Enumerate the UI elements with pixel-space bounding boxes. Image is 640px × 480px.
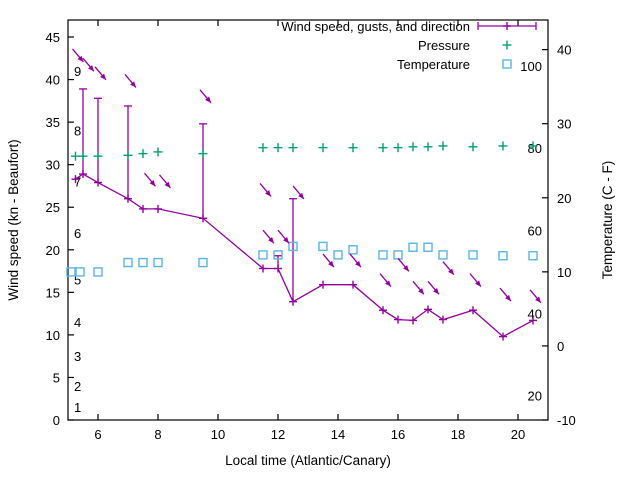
- wind-direction-arrowhead: [403, 265, 409, 272]
- temperature-point: [318, 241, 328, 252]
- temperature-point: [498, 251, 508, 261]
- beaufort-label: 1: [74, 400, 81, 415]
- y-tick-label: 35: [46, 115, 60, 130]
- fahrenheit-label: 100: [520, 59, 542, 74]
- y2-tick-label: 40: [557, 43, 571, 58]
- y-tick-label: 20: [46, 243, 60, 258]
- legend-marker-temperature: [502, 59, 512, 69]
- beaufort-label: 3: [74, 349, 81, 364]
- x-tick-label: 16: [391, 427, 405, 442]
- fahrenheit-label: 80: [528, 141, 542, 156]
- wind-direction-arrowhead: [265, 190, 271, 197]
- legend-label-1: Wind speed, gusts, and direction: [281, 19, 470, 34]
- wind-direction-arrowhead: [433, 288, 439, 295]
- beaufort-label: 8: [74, 124, 81, 139]
- wind-direction-arrowhead: [149, 179, 156, 187]
- fahrenheit-label: 40: [528, 306, 542, 321]
- temperature-point: [378, 250, 388, 260]
- wind-direction-arrowhead: [88, 65, 94, 72]
- x-tick-label: 6: [94, 427, 101, 442]
- x-tick-label: 14: [331, 427, 345, 442]
- temperature-point: [138, 257, 148, 268]
- y-tick-label: 0: [53, 413, 60, 428]
- wind-direction-arrowhead: [535, 296, 541, 303]
- beaufort-label: 5: [74, 273, 81, 288]
- y-tick-label: 5: [53, 370, 60, 385]
- temperature-point: [468, 250, 478, 260]
- x-tick-label: 18: [451, 427, 465, 442]
- temperature-point: [438, 250, 448, 260]
- y2-tick-label: -10: [557, 413, 576, 428]
- y2-tick-label: 0: [557, 339, 564, 354]
- x-tick-label: 10: [211, 427, 225, 442]
- temperature-point: [258, 250, 268, 260]
- y2-tick-label: 30: [557, 117, 571, 132]
- temperature-point: [333, 250, 343, 260]
- legend-label-3: Temperature: [397, 57, 470, 72]
- wind-direction-arrowhead: [268, 236, 274, 244]
- y2-axis-title: Temperature (C - F): [600, 161, 615, 280]
- legend-label-2: Pressure: [418, 38, 470, 53]
- x-axis-title: Local time (Atlantic/Canary): [225, 453, 391, 468]
- wind-direction-arrowhead: [283, 236, 289, 244]
- temperature-point: [93, 267, 103, 277]
- fahrenheit-label: 20: [528, 389, 542, 404]
- temperature-point: [393, 250, 403, 260]
- wind-direction-arrowhead: [164, 181, 171, 188]
- fahrenheit-label: 60: [528, 223, 542, 238]
- x-tick-label: 12: [271, 427, 285, 442]
- y-tick-label: 30: [46, 158, 60, 173]
- temperature-point: [198, 257, 208, 268]
- temperature-point: [528, 251, 538, 261]
- y-tick-label: 15: [46, 285, 60, 300]
- temperature-point: [423, 242, 433, 252]
- y-tick-label: 10: [46, 328, 60, 343]
- wind-direction-arrowhead: [475, 280, 481, 287]
- beaufort-label: 2: [74, 379, 81, 394]
- y2-tick-label: 10: [557, 265, 571, 280]
- beaufort-label: 7: [74, 175, 81, 190]
- y-tick-label: 40: [46, 73, 60, 88]
- wind-direction-arrowhead: [505, 294, 511, 302]
- wind-direction-arrowhead: [100, 73, 106, 80]
- wind-direction-arrowhead: [298, 192, 304, 199]
- wind-direction-arrowhead: [355, 260, 361, 268]
- y-tick-label: 45: [46, 30, 60, 45]
- temperature-point: [153, 257, 163, 268]
- temperature-point: [288, 241, 298, 252]
- x-tick-label: 20: [511, 427, 525, 442]
- wind-direction-arrowhead: [130, 81, 136, 88]
- x-tick-label: 8: [154, 427, 161, 442]
- wind-speed-line: [75, 173, 534, 338]
- plot-frame: [67, 19, 549, 421]
- y-axis-title: Wind speed (kn - Beaufort): [6, 139, 21, 300]
- temperature-point: [66, 267, 76, 277]
- y-tick-label: 25: [46, 200, 60, 215]
- beaufort-label: 6: [74, 226, 81, 241]
- wind-direction-arrowhead: [418, 288, 424, 295]
- y2-tick-label: 20: [557, 191, 571, 206]
- wind-direction-arrowhead: [385, 280, 391, 287]
- wind-direction-arrowhead: [205, 96, 211, 103]
- temperature-point: [348, 245, 358, 255]
- wind-direction-arrowhead: [77, 55, 84, 62]
- temperature-point: [75, 267, 85, 277]
- beaufort-label: 4: [74, 315, 81, 330]
- temperature-point: [123, 257, 133, 268]
- wind-direction-arrowhead: [328, 260, 334, 268]
- wind-direction-arrowhead: [448, 268, 454, 275]
- temperature-point: [408, 242, 418, 252]
- beaufort-label: 9: [74, 64, 81, 79]
- temperature-point: [273, 250, 283, 260]
